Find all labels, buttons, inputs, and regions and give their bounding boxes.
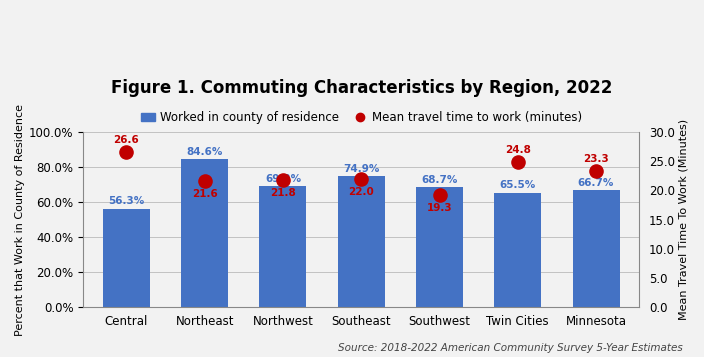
Text: 24.8: 24.8 [505,145,531,155]
Text: 26.6: 26.6 [113,135,139,145]
Bar [181,159,228,307]
Y-axis label: Mean Travel Time To Work (Minutes): Mean Travel Time To Work (Minutes) [679,119,689,320]
Bar [494,192,541,307]
Bar [572,190,620,307]
Point [356,176,367,182]
Text: 19.3: 19.3 [427,203,453,213]
Point [434,192,445,197]
Y-axis label: Percent that Work in County of Residence: Percent that Work in County of Residence [15,104,25,336]
Bar [103,208,150,307]
Text: 56.3%: 56.3% [108,196,144,206]
Bar [260,186,306,307]
Text: 21.6: 21.6 [191,189,218,199]
Text: 65.5%: 65.5% [500,180,536,190]
Title: Figure 1. Commuting Characteristics by Region, 2022: Figure 1. Commuting Characteristics by R… [111,79,612,97]
Text: 68.7%: 68.7% [421,175,458,185]
Point [277,177,289,183]
Point [512,160,523,165]
Text: 21.8: 21.8 [270,188,296,198]
Text: 69.3%: 69.3% [265,174,301,184]
Bar [338,176,384,307]
Text: 23.3: 23.3 [583,154,609,164]
Text: 74.9%: 74.9% [343,164,379,174]
Legend: Worked in county of residence, Mean travel time to work (minutes): Worked in county of residence, Mean trav… [136,106,586,129]
Text: 84.6%: 84.6% [187,147,223,157]
Point [199,178,210,184]
Text: Source: 2018-2022 American Community Survey 5-Year Estimates: Source: 2018-2022 American Community Sur… [338,343,683,353]
Point [591,169,602,174]
Text: 22.0: 22.0 [348,187,374,197]
Bar [416,187,463,307]
Text: 66.7%: 66.7% [578,178,615,188]
Point [121,149,132,155]
